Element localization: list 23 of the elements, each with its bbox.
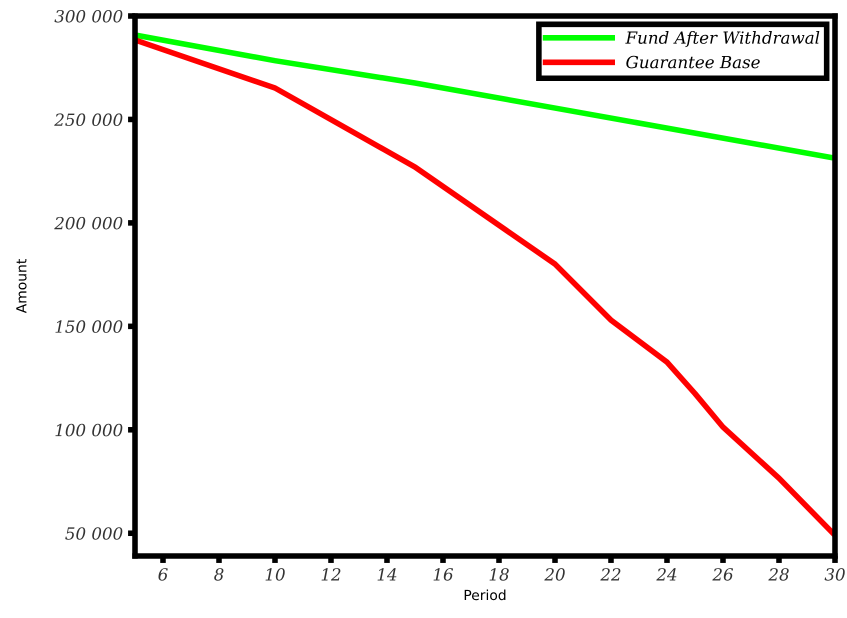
- y-tick-label: 150 000: [55, 320, 122, 333]
- x-tick-label: 12: [322, 568, 340, 580]
- x-tick-label: 24: [656, 568, 676, 580]
- x-tick-label: 6: [158, 568, 168, 581]
- y-tick-label: 200 000: [54, 216, 122, 230]
- x-tick-label: 30: [824, 568, 845, 581]
- legend-label: Guarantee Base: [626, 56, 760, 68]
- x-tick-label: 26: [712, 568, 734, 581]
- x-tick-label: 22: [600, 568, 620, 580]
- x-tick-label: 8: [214, 568, 224, 581]
- y-tick-label: 50 000: [65, 527, 122, 540]
- y-tick-label: 250 000: [54, 113, 122, 126]
- x-tick-label: 14: [378, 568, 396, 580]
- x-axis-title: Period: [464, 589, 506, 600]
- legend-label: Fund After Withdrawal: [625, 31, 820, 48]
- x-tick-label: 10: [266, 568, 285, 581]
- x-tick-label: 20: [544, 568, 565, 581]
- x-tick-label: 18: [490, 568, 509, 581]
- x-tick-label: 28: [768, 568, 789, 581]
- y-axis-title: Amount: [16, 259, 27, 314]
- y-tick-label: 100 000: [55, 424, 122, 436]
- y-tick-label: 300 000: [54, 10, 122, 23]
- x-tick-label: 16: [434, 568, 454, 581]
